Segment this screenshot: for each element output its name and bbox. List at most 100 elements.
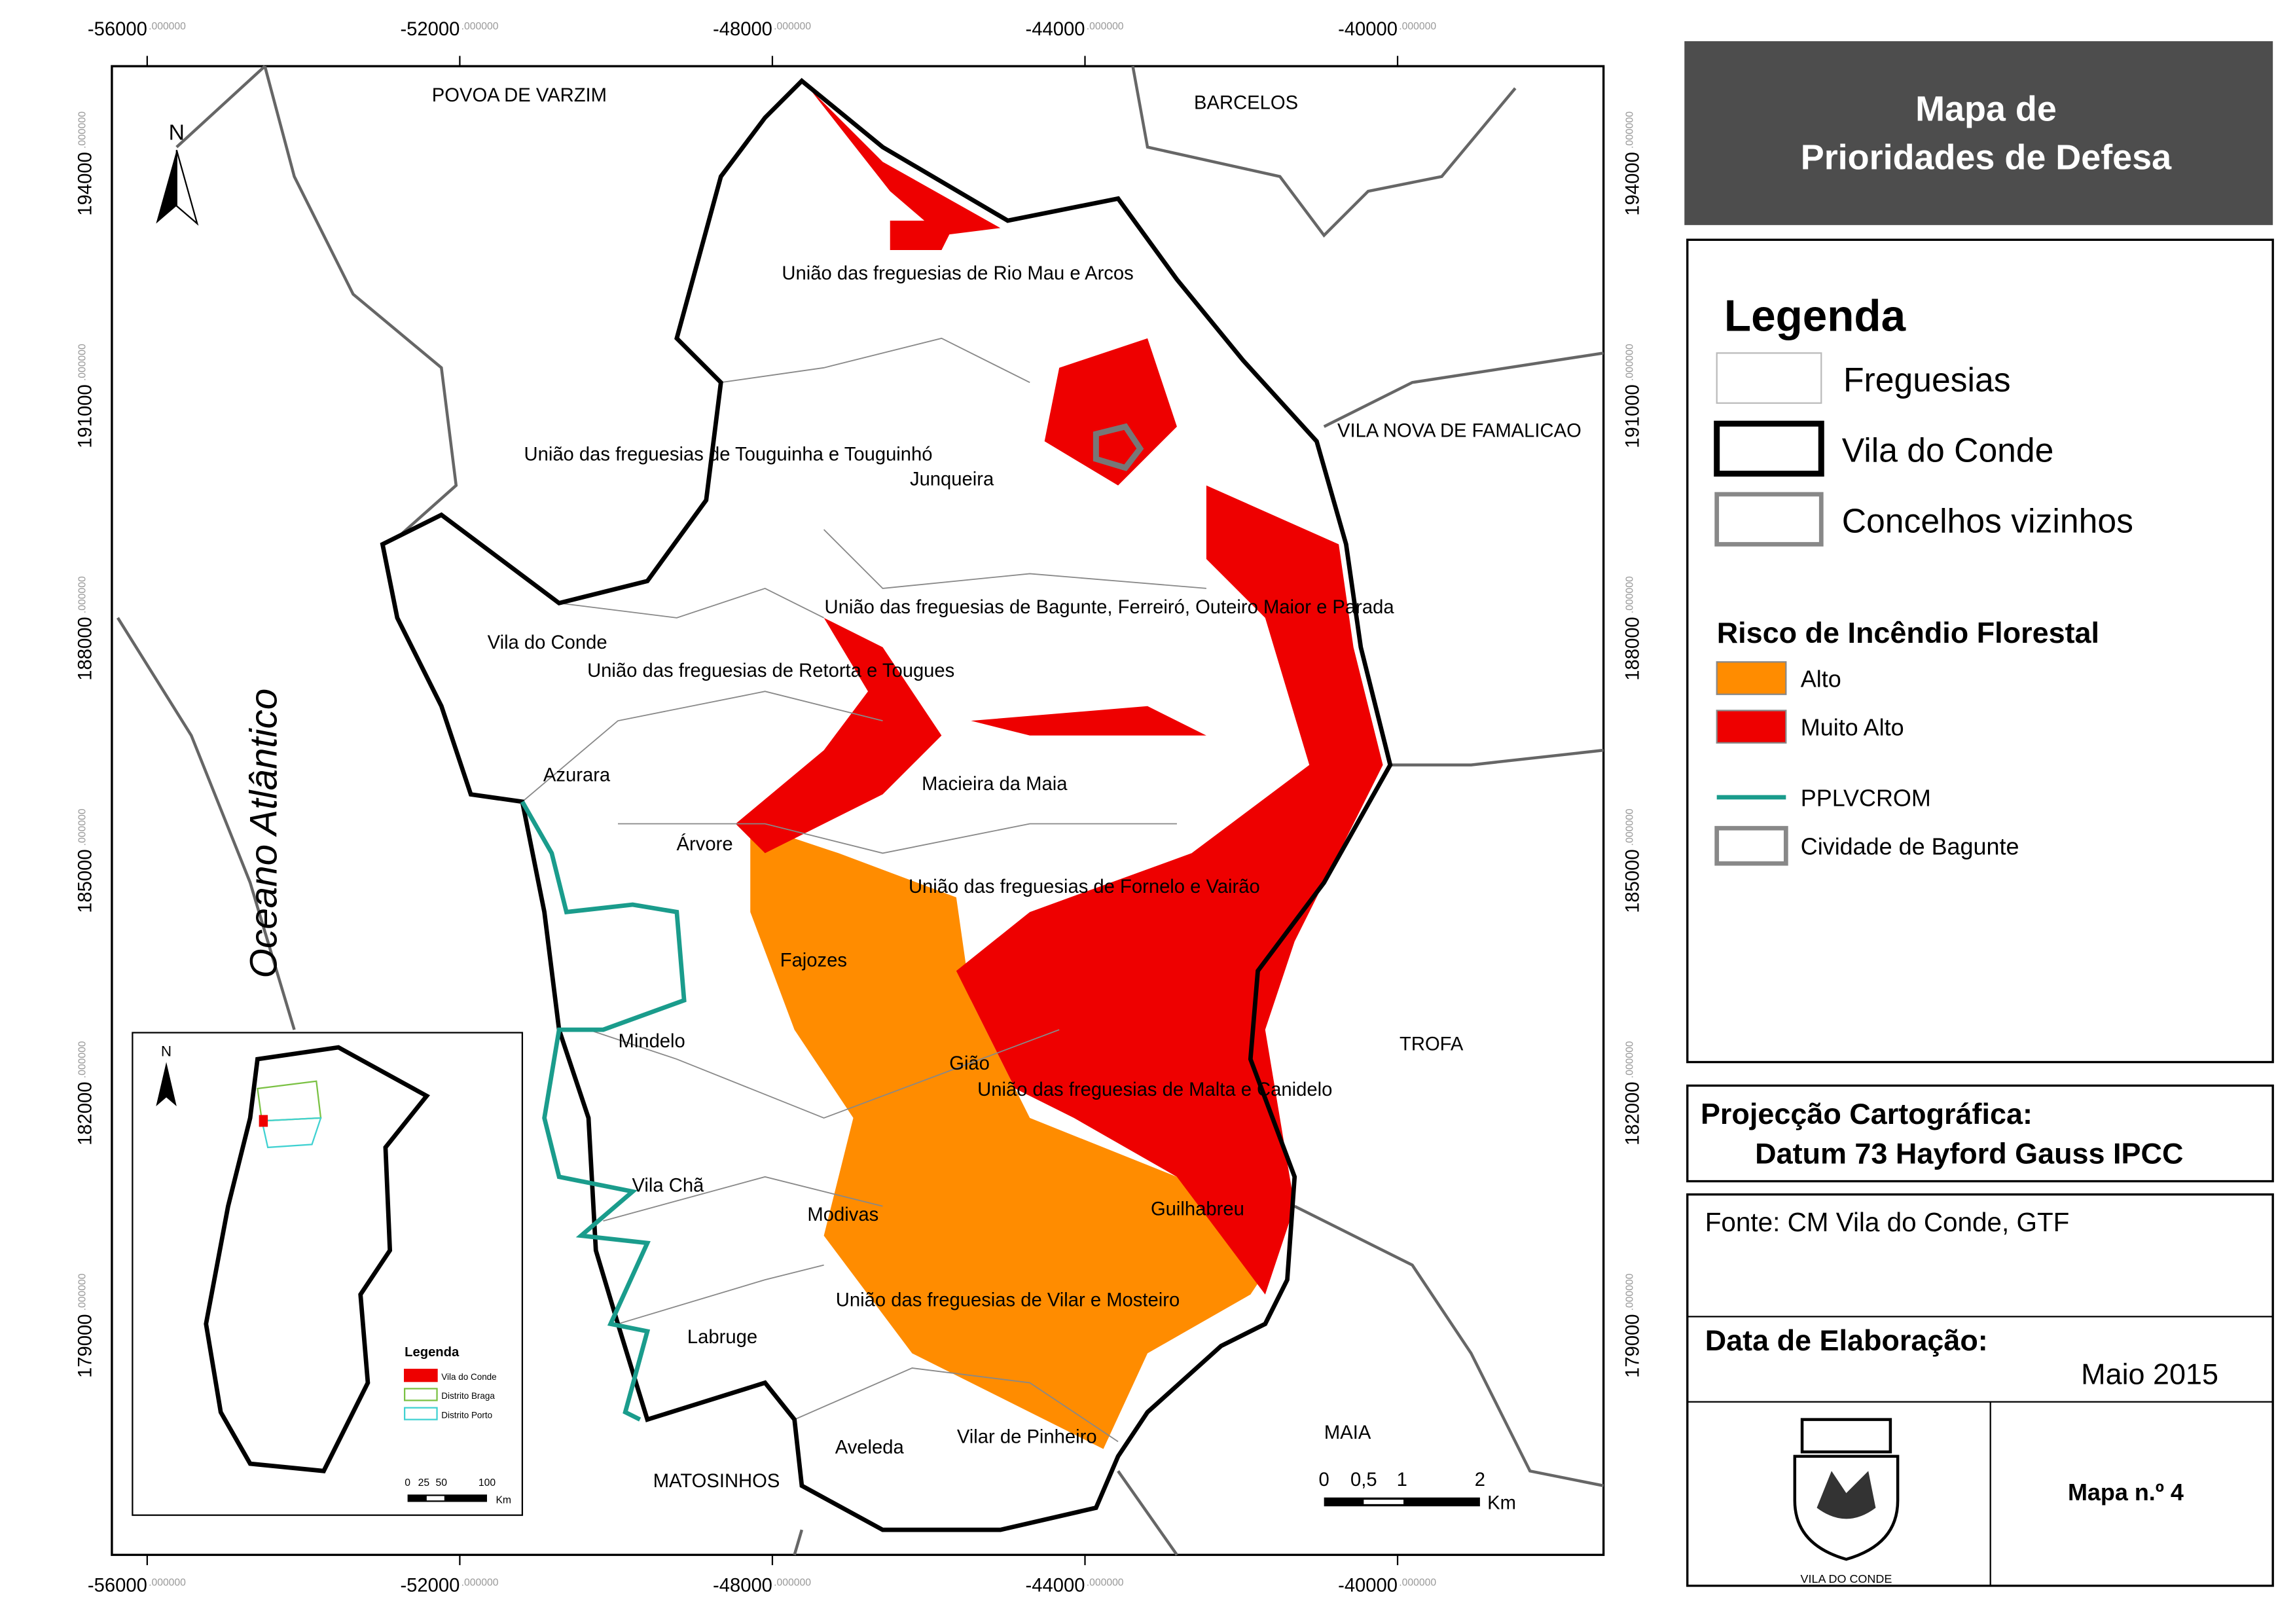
tick-decimals: .000000 xyxy=(77,1273,88,1310)
legend-item: Vila do Conde xyxy=(1842,431,2054,469)
y-tick: 185000 .000000 xyxy=(75,808,96,913)
y-tick-label-left: 188000 xyxy=(75,617,96,680)
y-tick: 179000 .000000 xyxy=(1623,1273,1644,1378)
municipality-boundary xyxy=(380,78,1393,1532)
tick-decimals: .000000 xyxy=(1625,344,1636,381)
tick-decimals: .000000 xyxy=(1625,808,1636,846)
place-label: Guilhabreu xyxy=(1151,1199,1244,1219)
place-label: Modivas xyxy=(807,1204,878,1225)
parish-boundary xyxy=(794,1367,1119,1443)
title-box xyxy=(1684,41,2273,225)
place-label: TROFA xyxy=(1400,1034,1464,1055)
parish-boundary xyxy=(558,587,824,619)
date-value: Maio 2015 xyxy=(2081,1358,2218,1391)
y-tick-label-right: 191000 xyxy=(1623,384,1644,448)
place-label: MATOSINHOS xyxy=(653,1471,780,1492)
place-label: União das freguesias de Fornelo e Vairão xyxy=(909,876,1260,897)
inset-legend-item: Distrito Porto xyxy=(441,1410,492,1420)
tick-decimals: .000000 xyxy=(1087,21,1124,32)
inset-legend-swatch xyxy=(403,1407,438,1420)
scale-label: 1 xyxy=(1397,1470,1407,1490)
place-label: Árvore xyxy=(677,833,733,855)
parish-boundary xyxy=(522,691,883,803)
tick-decimals: .000000 xyxy=(1625,111,1636,149)
x-tick-label-top: -40000 xyxy=(1338,19,1398,40)
legend-item: Cividade de Bagunte xyxy=(1801,833,2019,860)
place-label: Vila do Conde xyxy=(488,632,607,653)
inset-legend-item: Vila do Conde xyxy=(441,1372,496,1382)
y-tick-label-right: 194000 xyxy=(1623,152,1644,215)
place-label: Azurara xyxy=(543,765,611,785)
place-label: Gião xyxy=(949,1053,990,1074)
scale-unit: Km xyxy=(1487,1493,1516,1514)
x-tick-label-bottom: -56000 xyxy=(88,1576,147,1597)
y-tick-label-right: 182000 xyxy=(1623,1081,1644,1145)
y-tick: 194000 .000000 xyxy=(1623,111,1644,216)
inset-north: N xyxy=(161,1043,172,1060)
north-label: N xyxy=(169,120,185,145)
inset-scale-bar xyxy=(426,1496,444,1501)
inset-scale-label: 50 xyxy=(436,1477,448,1489)
place-label: União das freguesias de Malta e Canidelo xyxy=(977,1079,1332,1100)
place-label: POVOA DE VARZIM xyxy=(432,85,607,106)
y-tick: 182000 .000000 xyxy=(75,1041,96,1146)
projection-title: Projecção Cartográfica: xyxy=(1701,1097,2033,1130)
scale-label: 0 xyxy=(1319,1470,1329,1490)
parish-boundary xyxy=(823,529,1206,589)
x-tick-label-bottom: -44000 xyxy=(1026,1576,1085,1597)
legend-item: Muito Alto xyxy=(1801,714,1904,741)
neighbour-boundary xyxy=(1131,65,1517,238)
pplvcrom xyxy=(520,801,687,1422)
tick-decimals: .000000 xyxy=(77,111,88,149)
scale-label: 0,5 xyxy=(1350,1470,1377,1490)
legend-swatch xyxy=(1714,420,1824,477)
x-tick-label-top: -56000 xyxy=(88,19,147,40)
inset-vila-do-conde xyxy=(259,1115,268,1127)
info-box xyxy=(1686,1193,2274,1587)
parish-boundary xyxy=(603,1176,883,1222)
legend-swatch xyxy=(1716,352,1822,404)
inset-scale-label: 25 xyxy=(418,1477,430,1489)
y-tick-label-left: 191000 xyxy=(75,384,96,448)
scale-label: 2 xyxy=(1475,1470,1485,1490)
inset-scale-label: 100 xyxy=(479,1477,496,1489)
risk-muito-alto xyxy=(890,221,956,251)
legend-swatch xyxy=(1714,825,1788,866)
x-tick-label-bottom: -52000 xyxy=(400,1576,460,1597)
place-label: Junqueira xyxy=(910,469,994,490)
risk-muito-alto xyxy=(809,88,1001,236)
inset-legend-title: Legenda xyxy=(405,1345,460,1360)
y-tick: 179000 .000000 xyxy=(75,1273,96,1378)
place-label: Aveleda xyxy=(835,1437,905,1458)
ocean: Oceano Atlântico xyxy=(243,689,285,979)
y-tick: 185000 .000000 xyxy=(1623,808,1644,913)
place-label: Fajozes xyxy=(780,950,847,971)
neighbour-boundary xyxy=(1382,748,1604,767)
y-tick: 194000 .000000 xyxy=(75,111,96,216)
tick-decimals: .000000 xyxy=(77,576,88,613)
parish-boundary xyxy=(617,1264,824,1325)
legend-risk-title: Risco de Incêndio Florestal xyxy=(1717,616,2099,649)
tick-decimals: .000000 xyxy=(461,1578,499,1589)
y-tick-label-left: 182000 xyxy=(75,1081,96,1145)
north-arrow xyxy=(175,149,199,226)
place-label: União das freguesias de Rio Mau e Arcos xyxy=(782,263,1133,284)
neighbour-boundary xyxy=(263,65,458,546)
place-label: Vila Chã xyxy=(632,1175,704,1196)
place-label: VILA NOVA DE FAMALICAO xyxy=(1337,420,1581,441)
inset-scale-unit: Km xyxy=(496,1495,511,1506)
x-tick-label-top: -48000 xyxy=(713,19,772,40)
risk-muito-alto xyxy=(956,485,1383,1295)
source: Fonte: CM Vila do Conde, GTF xyxy=(1705,1207,2070,1237)
risk-muito-alto xyxy=(1044,338,1177,486)
place-label: União das freguesias de Touguinha e Toug… xyxy=(524,444,933,465)
tick-decimals: .000000 xyxy=(77,344,88,381)
tick-decimals: .000000 xyxy=(461,21,499,32)
y-tick: 188000 .000000 xyxy=(1623,576,1644,681)
logo-crown xyxy=(1800,1418,1892,1454)
neighbour-boundary xyxy=(793,1529,804,1556)
ocean-label: Oceano Atlântico xyxy=(243,689,285,979)
neighbour-boundary xyxy=(1117,1470,1178,1556)
cividade-bagunte xyxy=(1093,423,1144,471)
